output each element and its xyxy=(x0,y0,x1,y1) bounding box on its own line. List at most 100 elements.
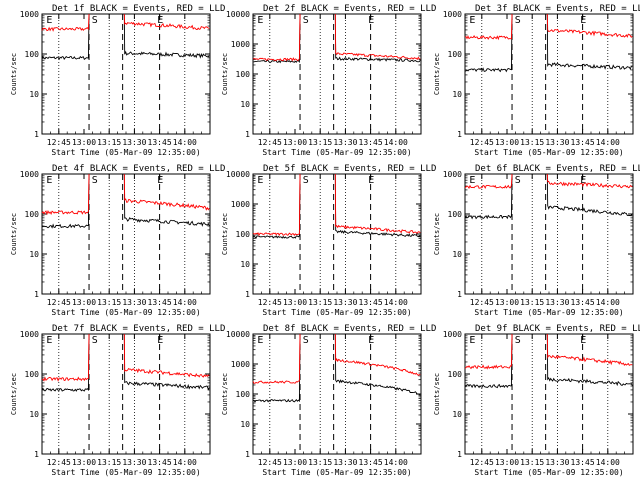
series-line xyxy=(123,13,210,59)
segment-marker: E xyxy=(469,175,475,186)
series-line xyxy=(41,173,90,216)
y-axis-label: Counts/sec xyxy=(221,53,229,95)
y-tick-label: 100 xyxy=(448,210,463,219)
y-tick-label: 1 xyxy=(457,130,462,139)
x-axis-label: Start Time (05-Mar-09 12:35:00) xyxy=(474,148,623,157)
y-tick-label: 10 xyxy=(29,410,39,419)
segment-marker: E xyxy=(46,175,52,186)
segment-marker: E xyxy=(257,15,263,26)
segment-marker: S xyxy=(303,335,309,346)
x-tick-label: 13:30 xyxy=(545,458,569,467)
segment-marker: E xyxy=(469,335,475,346)
series-line xyxy=(464,13,513,41)
x-tick-label: 13:15 xyxy=(520,298,544,307)
x-tick-label: 14:00 xyxy=(596,298,620,307)
x-tick-label: 12:45 xyxy=(470,298,494,307)
y-tick-label: 1000 xyxy=(231,40,250,49)
series-line xyxy=(252,13,301,64)
series-line xyxy=(252,173,301,237)
series-line xyxy=(546,173,633,217)
y-tick-label: 10 xyxy=(29,90,39,99)
y-axis-label: Counts/sec xyxy=(10,213,18,255)
panel-title: Det 2f BLACK = Events, RED = LLD xyxy=(263,4,436,14)
series-line xyxy=(123,13,210,30)
series-line xyxy=(41,13,90,61)
y-tick-label: 1000 xyxy=(443,10,462,19)
y-tick-label: 1 xyxy=(457,290,462,299)
x-tick-label: 13:30 xyxy=(122,298,146,307)
segment-marker: E xyxy=(157,15,163,26)
x-tick-label: 13:15 xyxy=(520,138,544,147)
x-tick-label: 13:30 xyxy=(333,298,357,307)
x-tick-label: 14:00 xyxy=(173,298,197,307)
x-tick-label: 13:00 xyxy=(495,458,519,467)
x-tick-label: 13:00 xyxy=(495,138,519,147)
y-tick-label: 10 xyxy=(452,90,462,99)
x-tick-label: 13:15 xyxy=(308,298,332,307)
series-line xyxy=(41,333,90,392)
series-line xyxy=(334,333,421,396)
x-axis-label: Start Time (05-Mar-09 12:35:00) xyxy=(474,468,623,477)
series-line xyxy=(546,333,633,387)
x-tick-label: 12:45 xyxy=(470,458,494,467)
y-tick-label: 10000 xyxy=(226,330,250,339)
x-tick-label: 13:30 xyxy=(333,458,357,467)
x-tick-label: 13:45 xyxy=(148,298,172,307)
series-line xyxy=(334,13,421,61)
y-tick-label: 100 xyxy=(236,70,251,79)
y-tick-label: 1 xyxy=(457,450,462,459)
series-line xyxy=(123,173,210,211)
segment-marker: S xyxy=(515,175,521,186)
y-tick-label: 10 xyxy=(452,410,462,419)
series-line xyxy=(464,13,513,73)
segment-marker: S xyxy=(92,335,98,346)
x-tick-label: 14:00 xyxy=(384,138,408,147)
y-axis-label: Counts/sec xyxy=(433,53,441,95)
series-line xyxy=(252,13,301,62)
y-tick-label: 100 xyxy=(25,210,40,219)
x-tick-label: 13:15 xyxy=(308,138,332,147)
panel-title: Det 1f BLACK = Events, RED = LLD xyxy=(52,4,225,14)
series-line xyxy=(334,173,421,238)
y-tick-label: 100 xyxy=(25,50,40,59)
segment-marker: E xyxy=(157,175,163,186)
y-tick-label: 1000 xyxy=(231,200,250,209)
series-line xyxy=(464,333,513,389)
y-tick-label: 1 xyxy=(34,290,39,299)
y-tick-label: 1000 xyxy=(231,360,250,369)
x-tick-label: 14:00 xyxy=(596,458,620,467)
y-tick-label: 1000 xyxy=(20,170,39,179)
panel-title: Det 4f BLACK = Events, RED = LLD xyxy=(52,164,225,174)
series-line xyxy=(546,13,633,71)
y-axis-label: Counts/sec xyxy=(221,373,229,415)
x-tick-label: 12:45 xyxy=(47,298,71,307)
x-axis-label: Start Time (05-Mar-09 12:35:00) xyxy=(51,308,200,317)
x-tick-label: 13:00 xyxy=(495,298,519,307)
x-tick-label: 13:45 xyxy=(571,298,595,307)
segment-marker: E xyxy=(368,335,374,346)
y-tick-label: 1 xyxy=(34,450,39,459)
series-line xyxy=(41,333,90,382)
segment-marker: E xyxy=(46,15,52,26)
series-line xyxy=(546,333,633,367)
y-tick-label: 10 xyxy=(452,250,462,259)
x-tick-label: 14:00 xyxy=(384,458,408,467)
segment-marker: E xyxy=(257,175,263,186)
series-line xyxy=(464,333,513,370)
y-tick-label: 100 xyxy=(448,50,463,59)
series-line xyxy=(464,173,513,190)
x-tick-label: 13:45 xyxy=(359,138,383,147)
y-tick-label: 100 xyxy=(25,370,40,379)
series-line xyxy=(334,173,421,234)
segment-marker: E xyxy=(368,15,374,26)
x-axis-label: Start Time (05-Mar-09 12:35:00) xyxy=(262,468,411,477)
segment-marker: S xyxy=(515,15,521,26)
segment-marker: E xyxy=(469,15,475,26)
x-tick-label: 13:30 xyxy=(333,138,357,147)
series-line xyxy=(546,13,633,38)
